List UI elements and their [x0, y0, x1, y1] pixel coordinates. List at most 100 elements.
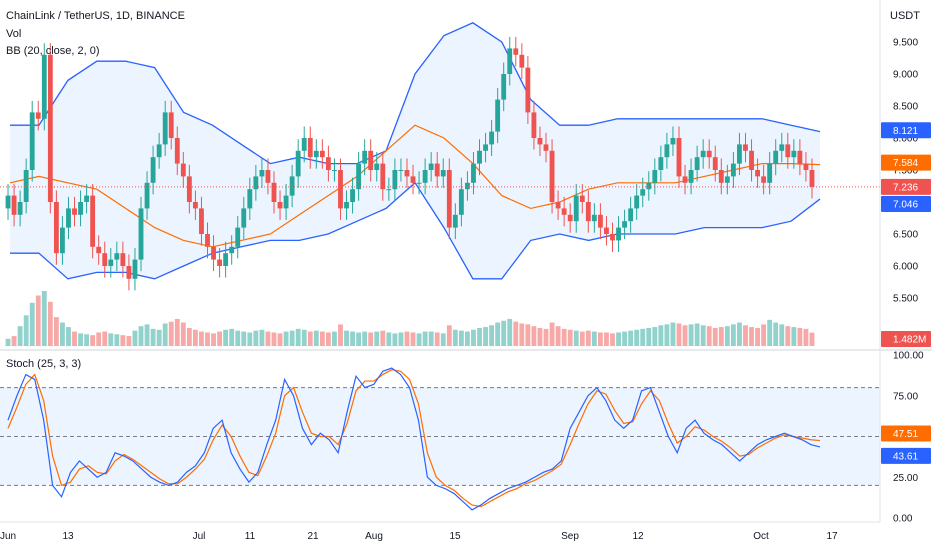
bollinger-bands — [9, 22, 821, 280]
volume-bar — [767, 319, 773, 346]
volume-bar — [374, 331, 380, 346]
symbol-title[interactable]: ChainLink / TetherUS, 1D, BINANCE — [6, 10, 185, 22]
time-tick-label: Oct — [753, 531, 769, 542]
candle-body — [628, 208, 634, 222]
candle-body — [259, 170, 265, 177]
volume-bar — [591, 331, 597, 346]
volume-bar — [301, 329, 307, 346]
candle-body — [458, 189, 464, 215]
volume-bar — [567, 329, 573, 346]
candle-body — [525, 67, 531, 113]
volume-bar — [17, 326, 23, 346]
volume-bar — [652, 327, 658, 346]
volume-bar — [265, 331, 271, 346]
candle-body — [271, 182, 277, 202]
bb-basis-badge: 7.584 — [893, 158, 918, 169]
candle-body — [362, 150, 368, 164]
candle-body — [440, 170, 446, 177]
candle-body — [664, 144, 670, 158]
price-tick-label: 9.500 — [893, 38, 918, 49]
price-tick-label: 9.000 — [893, 70, 918, 81]
volume-bar — [537, 327, 543, 346]
candle-body — [755, 170, 760, 177]
volume-bar — [168, 321, 174, 346]
candle-body — [144, 182, 150, 209]
candle-body — [283, 195, 289, 209]
time-tick-label: 13 — [62, 531, 74, 542]
candle-body — [434, 163, 440, 177]
candle-body — [223, 253, 229, 266]
price-tick-label: 6.500 — [893, 230, 918, 241]
candle-body — [398, 170, 404, 171]
candle-body — [126, 266, 132, 279]
time-tick-label: Jul — [193, 531, 206, 542]
price-candles — [0, 36, 880, 291]
currency-label: USDT — [890, 10, 920, 22]
volume-bar — [604, 332, 609, 346]
candle-body — [35, 112, 41, 119]
candle-body — [41, 54, 47, 119]
volume-bar — [495, 322, 501, 346]
candle-body — [779, 144, 785, 151]
volume-bar — [555, 326, 561, 346]
volume-bar — [144, 324, 150, 346]
volume-bar — [773, 322, 779, 346]
candle-body — [543, 144, 549, 151]
volume-bar — [561, 328, 567, 346]
volume-bar — [362, 331, 368, 346]
candle-body — [108, 259, 114, 266]
candle-body — [72, 208, 77, 215]
time-tick-label: 21 — [307, 531, 319, 542]
volume-bar — [809, 332, 815, 346]
volume-bar — [440, 333, 446, 346]
volume-bar — [277, 333, 283, 346]
volume-bar — [289, 330, 295, 346]
candle-body — [5, 195, 11, 209]
stoch-legend[interactable]: Stoch (25, 3, 3) — [6, 358, 82, 370]
volume-bar — [229, 328, 235, 346]
volume-bar — [737, 322, 742, 346]
stoch-k-line — [7, 367, 821, 511]
candle-body — [229, 246, 235, 254]
candle-body — [289, 176, 295, 196]
volume-bar — [319, 331, 325, 346]
volume-bar — [307, 331, 313, 346]
candle-body — [634, 195, 640, 209]
volume-legend[interactable]: Vol — [6, 28, 22, 40]
candle-body — [410, 176, 416, 183]
volume-bar — [670, 322, 676, 346]
bb-upper-badge-bg — [881, 122, 931, 139]
candle-body — [325, 157, 331, 170]
volume-bar — [718, 327, 724, 346]
volume-bar — [489, 325, 495, 346]
candle-body — [313, 150, 319, 158]
volume-bar — [338, 324, 343, 346]
candle-body — [531, 112, 537, 138]
volume-bar — [386, 332, 392, 346]
volume-bar — [126, 336, 132, 346]
volume-bar — [102, 331, 108, 346]
volume-bar — [688, 324, 694, 346]
volume-bar — [779, 324, 785, 346]
candle-body — [767, 163, 773, 183]
candle-body — [561, 208, 567, 215]
volume-bar — [471, 329, 476, 346]
candle-body — [761, 176, 767, 183]
bollinger-legend[interactable]: BB (20, close, 2, 0) — [6, 45, 100, 57]
volume-bar — [749, 327, 754, 346]
volume-bar — [35, 295, 41, 346]
volume-bar — [380, 330, 386, 346]
candle-body — [132, 259, 138, 279]
volume-bar — [29, 302, 35, 346]
volume-bar — [235, 330, 241, 346]
volume-bar — [664, 324, 670, 346]
bb-upper-badge: 8.121 — [893, 126, 918, 137]
candle-body — [579, 195, 585, 202]
time-tick-label: 17 — [826, 531, 838, 542]
candle-body — [319, 150, 325, 158]
candle-body — [422, 170, 428, 183]
volume-bar — [465, 331, 470, 346]
candle-body — [217, 259, 223, 266]
candle-body — [597, 214, 603, 228]
